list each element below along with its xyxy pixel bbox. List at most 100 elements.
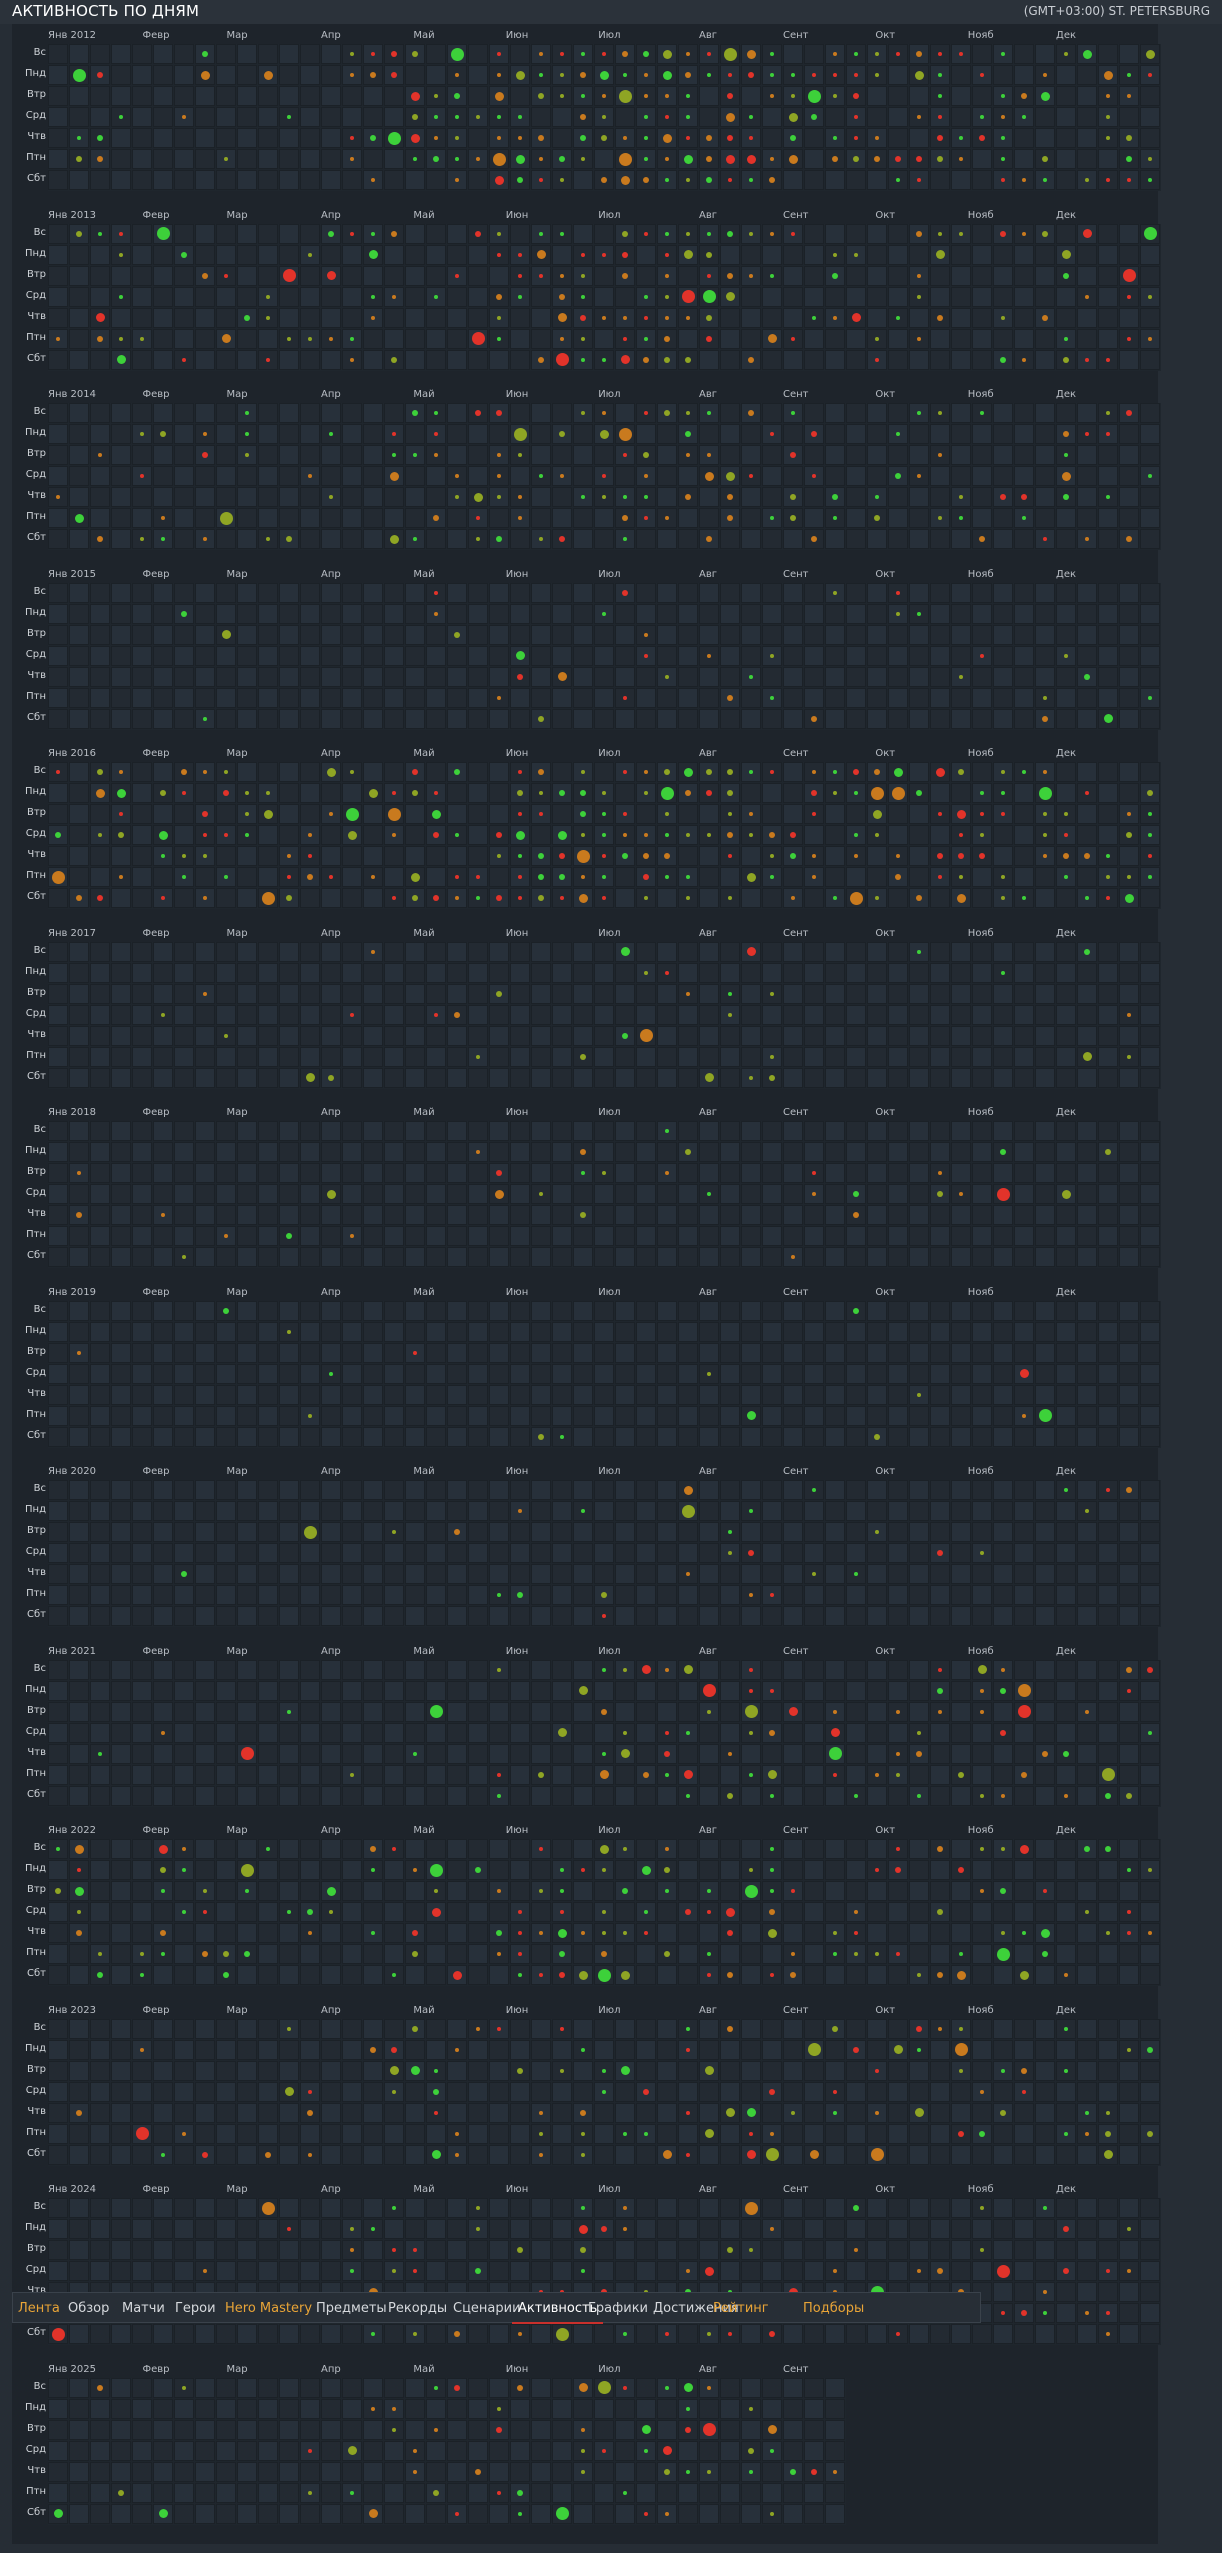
day-cell[interactable] <box>573 1363 593 1384</box>
day-cell[interactable] <box>1014 624 1034 645</box>
day-cell[interactable] <box>258 983 278 1004</box>
day-cell[interactable] <box>195 962 215 983</box>
day-cell[interactable] <box>783 1785 803 1806</box>
day-cell[interactable] <box>258 1501 278 1521</box>
day-cell[interactable] <box>363 107 383 127</box>
day-cell[interactable] <box>363 223 383 244</box>
day-cell[interactable] <box>1119 1321 1139 1342</box>
day-cell[interactable] <box>384 1764 404 1785</box>
day-cell[interactable] <box>1098 107 1118 127</box>
day-cell[interactable] <box>132 846 152 866</box>
day-cell[interactable] <box>405 962 425 983</box>
day-cell[interactable] <box>90 603 110 624</box>
day-cell[interactable] <box>972 687 992 708</box>
day-cell[interactable] <box>657 1067 677 1088</box>
day-cell[interactable] <box>300 1785 320 1806</box>
day-cell[interactable] <box>951 445 971 465</box>
day-cell[interactable] <box>636 1543 656 1563</box>
day-cell[interactable] <box>846 1543 866 1563</box>
day-cell[interactable] <box>237 487 257 507</box>
day-cell[interactable] <box>972 1426 992 1447</box>
day-cell[interactable] <box>594 424 614 444</box>
day-cell[interactable] <box>993 1680 1013 1701</box>
day-cell[interactable] <box>195 1501 215 1521</box>
day-cell[interactable] <box>909 603 929 624</box>
day-cell[interactable] <box>531 1785 551 1806</box>
day-cell[interactable] <box>615 1585 635 1605</box>
day-cell[interactable] <box>384 1300 404 1321</box>
day-cell[interactable] <box>909 962 929 983</box>
day-cell[interactable] <box>447 529 467 549</box>
day-cell[interactable] <box>447 44 467 64</box>
day-cell[interactable] <box>111 424 131 444</box>
day-cell[interactable] <box>342 1839 362 1859</box>
day-cell[interactable] <box>90 582 110 603</box>
day-cell[interactable] <box>489 1585 509 1605</box>
day-cell[interactable] <box>930 307 950 328</box>
day-cell[interactable] <box>1119 867 1139 887</box>
day-cell[interactable] <box>741 708 761 729</box>
day-cell[interactable] <box>846 349 866 370</box>
day-cell[interactable] <box>951 1564 971 1584</box>
day-cell[interactable] <box>867 666 887 687</box>
day-cell[interactable] <box>762 941 782 962</box>
day-cell[interactable] <box>216 487 236 507</box>
day-cell[interactable] <box>867 1426 887 1447</box>
day-cell[interactable] <box>846 107 866 127</box>
day-cell[interactable] <box>195 1025 215 1046</box>
day-cell[interactable] <box>615 170 635 190</box>
day-cell[interactable] <box>300 1184 320 1204</box>
day-cell[interactable] <box>1056 1480 1076 1500</box>
day-cell[interactable] <box>174 1321 194 1342</box>
day-cell[interactable] <box>510 1405 530 1426</box>
day-cell[interactable] <box>552 1384 572 1405</box>
day-cell[interactable] <box>1098 1321 1118 1342</box>
day-cell[interactable] <box>447 1025 467 1046</box>
day-cell[interactable] <box>237 1743 257 1764</box>
day-cell[interactable] <box>195 1680 215 1701</box>
day-cell[interactable] <box>1119 846 1139 866</box>
day-cell[interactable] <box>930 867 950 887</box>
day-cell[interactable] <box>90 466 110 486</box>
day-cell[interactable] <box>615 107 635 127</box>
day-cell[interactable] <box>636 223 656 244</box>
day-cell[interactable] <box>678 804 698 824</box>
day-cell[interactable] <box>720 1585 740 1605</box>
day-cell[interactable] <box>678 603 698 624</box>
day-cell[interactable] <box>300 983 320 1004</box>
day-cell[interactable] <box>468 403 488 423</box>
day-cell[interactable] <box>468 149 488 169</box>
day-cell[interactable] <box>90 86 110 106</box>
day-cell[interactable] <box>510 1659 530 1680</box>
day-cell[interactable] <box>825 529 845 549</box>
day-cell[interactable] <box>741 624 761 645</box>
day-cell[interactable] <box>678 1025 698 1046</box>
day-cell[interactable] <box>615 708 635 729</box>
day-cell[interactable] <box>132 1965 152 1985</box>
day-cell[interactable] <box>237 307 257 328</box>
day-cell[interactable] <box>762 107 782 127</box>
day-cell[interactable] <box>1098 86 1118 106</box>
day-cell[interactable] <box>1014 307 1034 328</box>
day-cell[interactable] <box>468 328 488 349</box>
day-cell[interactable] <box>1035 1163 1055 1183</box>
day-cell[interactable] <box>48 1743 68 1764</box>
day-cell[interactable] <box>594 403 614 423</box>
day-cell[interactable] <box>699 666 719 687</box>
day-cell[interactable] <box>342 65 362 85</box>
day-cell[interactable] <box>657 1025 677 1046</box>
day-cell[interactable] <box>678 1743 698 1764</box>
day-cell[interactable] <box>531 1247 551 1267</box>
day-cell[interactable] <box>1077 307 1097 328</box>
day-cell[interactable] <box>489 1480 509 1500</box>
day-cell[interactable] <box>594 762 614 782</box>
day-cell[interactable] <box>405 529 425 549</box>
day-cell[interactable] <box>972 1025 992 1046</box>
day-cell[interactable] <box>930 1585 950 1605</box>
day-cell[interactable] <box>111 1881 131 1901</box>
day-cell[interactable] <box>993 1480 1013 1500</box>
day-cell[interactable] <box>657 424 677 444</box>
day-cell[interactable] <box>930 1543 950 1563</box>
day-cell[interactable] <box>342 666 362 687</box>
day-cell[interactable] <box>783 128 803 148</box>
